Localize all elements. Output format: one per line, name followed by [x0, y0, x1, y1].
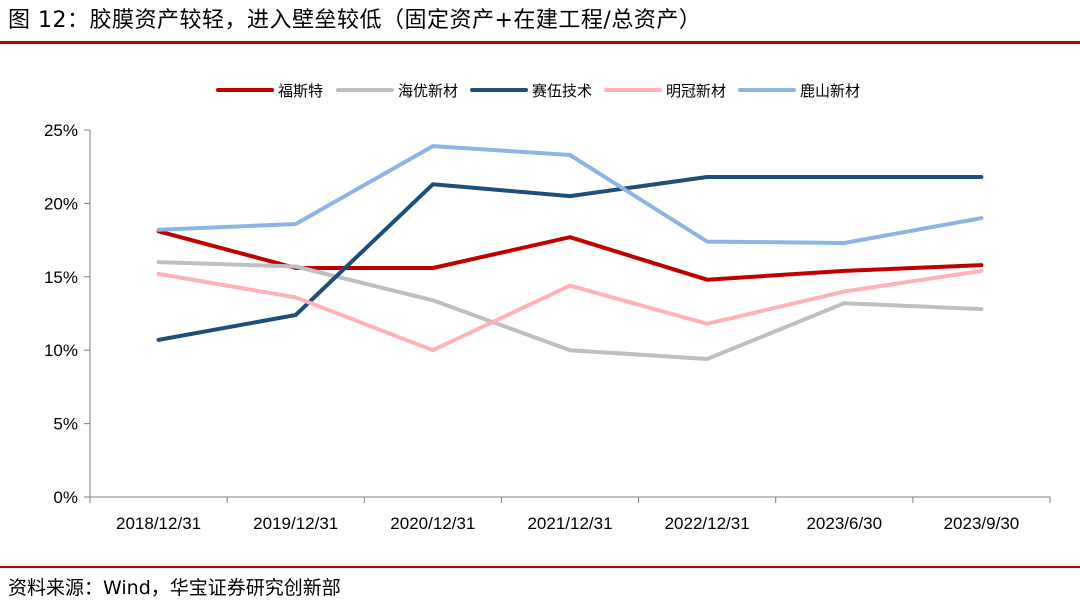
legend-label-4: 明冠新材 — [666, 82, 726, 100]
legend-label-3: 赛伍技术 — [532, 82, 592, 100]
figure-title: 图 12：胶膜资产较轻，进入壁垒较低（固定资产+在建工程/总资产） — [8, 8, 702, 33]
legend-label-1: 福斯特 — [278, 82, 323, 100]
series-line-2 — [156, 260, 984, 361]
y-tick-label: 10% — [44, 341, 78, 360]
series-line-3 — [156, 175, 984, 342]
chart-legend: 福斯特 海优新材 赛伍技术 明冠新材 鹿山新材 — [216, 82, 860, 100]
y-tick-label: 15% — [44, 268, 78, 287]
y-tick-label: 25% — [44, 121, 78, 140]
x-tick-label: 2023/9/30 — [944, 514, 1020, 533]
series-line-4 — [156, 268, 984, 353]
series-line-5 — [156, 144, 984, 245]
plot-area: 0% 5% 10% 15% 20% 25% 2018/12/31 2019/12/31 2020… — [44, 121, 1051, 533]
source-rule — [0, 566, 1080, 568]
x-tick-label: 2022/12/31 — [665, 514, 750, 533]
x-tick-label: 2020/12/31 — [390, 514, 475, 533]
y-tick-label: 0% — [53, 488, 78, 507]
x-tick-label: 2018/12/31 — [116, 514, 201, 533]
y-tick-label: 20% — [44, 194, 78, 213]
x-tick-label: 2023/6/30 — [806, 514, 882, 533]
x-tick-label: 2021/12/31 — [527, 514, 612, 533]
legend-label-2: 海优新材 — [398, 82, 458, 100]
legend-label-5: 鹿山新材 — [800, 82, 860, 100]
y-tick-label: 5% — [53, 415, 78, 434]
line-chart: 福斯特 海优新材 赛伍技术 明冠新材 鹿山新材 0% 5% 10% 15% 20% 25% 2018… — [44, 82, 1051, 533]
title-rule — [0, 41, 1080, 44]
x-tick-label: 2019/12/31 — [253, 514, 338, 533]
source-note: 资料来源：Wind，华宝证券研究创新部 — [8, 577, 341, 599]
